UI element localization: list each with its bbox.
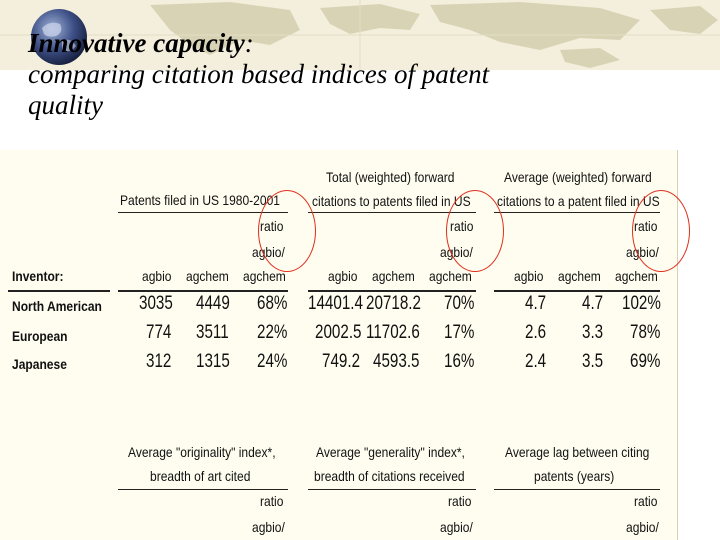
col-agchem-1: agchem: [186, 268, 229, 284]
agbio-slash-b2: agbio/: [440, 519, 473, 535]
value-cell: 4449: [196, 293, 230, 314]
col-agbio-3: agbio: [514, 268, 544, 284]
inventor-header: Inventor:: [12, 268, 64, 284]
row-label: European: [12, 328, 68, 344]
value-cell: 3511: [196, 322, 229, 343]
group-header-generality-2: breadth of citations received: [314, 468, 465, 484]
group-header-total-citations-2: citations to patents filed in US: [312, 193, 471, 209]
value-cell: 11702.6: [366, 322, 420, 343]
value-cell: 20718.2: [366, 293, 421, 314]
world-map-banner: [0, 0, 720, 70]
col-agchem-ratio-1: agchem: [243, 268, 286, 284]
ratio-label-b3: ratio: [634, 493, 658, 509]
col-agchem-ratio-3: agchem: [615, 268, 658, 284]
value-cell: 3.5: [582, 351, 604, 372]
group-header-total-citations-1: Total (weighted) forward: [326, 169, 455, 185]
group-header-avg-citations-1: Average (weighted) forward: [504, 169, 652, 185]
group-header-avg-citations-2: citations to a patent filed in US: [497, 193, 660, 209]
header-rule-3: [494, 290, 660, 292]
agbio-slash-b3: agbio/: [626, 519, 659, 535]
header-rule-1: [118, 290, 288, 292]
group-rule-b2: [308, 489, 476, 490]
value-cell: 2002.5: [315, 322, 362, 343]
value-cell: 69%: [630, 351, 661, 372]
col-agchem-ratio-2: agchem: [429, 268, 472, 284]
group-header-originality-2: breadth of art cited: [150, 468, 251, 484]
group-header-originality-1: Average "originality" index*,: [128, 444, 276, 460]
highlight-circle: [258, 190, 316, 272]
group-rule-1: [118, 212, 288, 213]
agbio-slash-b1: agbio/: [252, 519, 285, 535]
value-cell: 749.2: [322, 351, 361, 372]
value-cell: 774: [146, 322, 172, 343]
value-cell: 4.7: [525, 293, 547, 314]
value-cell: 2.6: [525, 322, 547, 343]
row-label: Japanese: [12, 356, 67, 372]
col-agchem-3: agchem: [558, 268, 601, 284]
globe-icon: [30, 8, 88, 66]
title-lead: Innovative capacity: [28, 28, 245, 58]
header-rule-inventor: [8, 290, 110, 292]
group-header-generality-1: Average "generality" index*,: [316, 444, 465, 460]
title-line-2: comparing citation based indices of pate…: [28, 59, 490, 89]
value-cell: 68%: [257, 293, 288, 314]
group-rule-b1: [118, 489, 288, 490]
highlight-circle: [632, 190, 690, 272]
patent-table-panel: Patents filed in US 1980-2001 Total (wei…: [0, 150, 690, 540]
group-rule-b3: [494, 489, 660, 490]
header-rule-2: [308, 290, 476, 292]
group-header-lag-1: Average lag between citing: [505, 444, 650, 460]
value-cell: 78%: [630, 322, 661, 343]
ratio-label-b1: ratio: [260, 493, 284, 509]
value-cell: 22%: [257, 322, 288, 343]
value-cell: 4593.5: [373, 351, 420, 372]
title-colon: :: [244, 28, 254, 58]
world-map-graphic: [0, 0, 720, 70]
value-cell: 17%: [444, 322, 475, 343]
value-cell: 1315: [196, 351, 230, 372]
group-header-patents-filed: Patents filed in US 1980-2001: [120, 192, 280, 208]
value-cell: 312: [146, 351, 172, 372]
value-cell: 3.3: [582, 322, 604, 343]
value-cell: 14401.4: [308, 293, 363, 314]
value-cell: 4.7: [582, 293, 604, 314]
value-cell: 2.4: [525, 351, 547, 372]
value-cell: 70%: [444, 293, 475, 314]
value-cell: 3035: [139, 293, 173, 314]
value-cell: 102%: [622, 293, 661, 314]
slide-title: Innovative capacity: comparing citation …: [28, 28, 489, 121]
ratio-label-b2: ratio: [448, 493, 472, 509]
group-header-lag-2: patents (years): [534, 468, 615, 484]
highlight-circle: [446, 190, 504, 272]
col-agbio-1: agbio: [142, 268, 172, 284]
col-agchem-2: agchem: [372, 268, 415, 284]
col-agbio-2: agbio: [328, 268, 358, 284]
group-rule-2: [308, 212, 476, 213]
value-cell: 16%: [444, 351, 475, 372]
title-line-3: quality: [28, 90, 103, 120]
value-cell: 24%: [257, 351, 288, 372]
row-label: North American: [12, 298, 102, 314]
group-rule-3: [494, 212, 660, 213]
